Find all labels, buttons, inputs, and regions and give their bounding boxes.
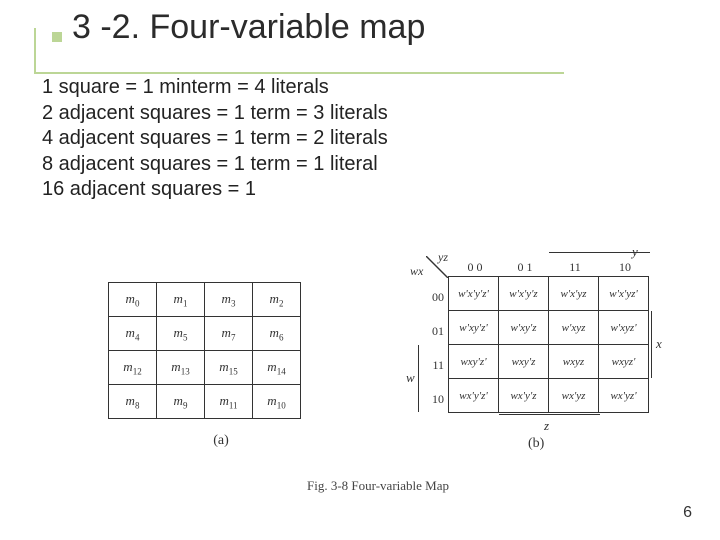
title-bullet-icon	[52, 32, 62, 42]
body-line-4: 8 adjacent squares = 1 term = 1 literal	[42, 152, 720, 178]
figure-a: m0 m1 m3 m2 m4m5m7m6 m12m13m15m14 m8m9m1…	[108, 282, 334, 449]
title-rule-vertical	[34, 28, 36, 72]
figb-row-vars: wx	[410, 264, 423, 279]
figb-row-header: 00	[426, 280, 444, 314]
figb-x-bracket	[651, 311, 652, 378]
kmap-a-cell: m3	[205, 283, 253, 317]
kmap-b-cell: w'x'y'z'	[449, 277, 499, 311]
kmap-b-cell: w'x'y'z	[499, 277, 549, 311]
slide-title: 3 -2. Four-variable map	[72, 8, 720, 47]
kmap-a-cell: m6	[253, 317, 301, 351]
kmap-b-cell: wx'y'z'	[449, 379, 499, 413]
kmap-a-cell: m9	[157, 385, 205, 419]
figb-row-header: 11	[426, 348, 444, 382]
figb-diagonal-icon	[426, 256, 448, 278]
kmap-a-cell: m4	[109, 317, 157, 351]
kmap-a-cell: m1	[157, 283, 205, 317]
title-area: 3 -2. Four-variable map	[0, 8, 720, 47]
figb-row-header: 01	[426, 314, 444, 348]
kmap-b-cell: w'xy'z	[499, 311, 549, 345]
title-rule-horizontal	[34, 72, 564, 74]
kmap-a-cell: m13	[157, 351, 205, 385]
figure-a-label: (a)	[108, 433, 334, 449]
kmap-b-cell: wxyz	[549, 345, 599, 379]
figb-bottom-var: z	[544, 418, 549, 434]
body-line-3: 4 adjacent squares = 1 term = 2 literals	[42, 126, 720, 152]
figb-z-bracket	[499, 414, 600, 415]
figb-col-headers: 0 00 11110	[450, 260, 650, 275]
figure-b-label: (b)	[528, 436, 544, 452]
figb-w-bracket	[418, 345, 419, 412]
kmap-a-cell: m2	[253, 283, 301, 317]
slide: 3 -2. Four-variable map 1 square = 1 min…	[0, 0, 720, 540]
figb-y-bracket	[549, 252, 650, 253]
figb-row-headers: 00 01 11 10	[426, 280, 444, 416]
body-line-1: 1 square = 1 minterm = 4 literals	[42, 75, 720, 101]
figb-col-header: 0 1	[500, 260, 550, 275]
kmap-a-cell: m0	[109, 283, 157, 317]
kmap-b-cell: wxyz'	[599, 345, 649, 379]
body-line-5: 16 adjacent squares = 1	[42, 177, 720, 203]
kmap-a-cell: m5	[157, 317, 205, 351]
kmap-b-cell: w'x'yz	[549, 277, 599, 311]
figb-col-header: 0 0	[450, 260, 500, 275]
kmap-a-table: m0 m1 m3 m2 m4m5m7m6 m12m13m15m14 m8m9m1…	[108, 282, 301, 419]
figb-col-header: 11	[550, 260, 600, 275]
kmap-b-cell: wxy'z'	[449, 345, 499, 379]
kmap-a-cell: m10	[253, 385, 301, 419]
kmap-a-cell: m12	[109, 351, 157, 385]
kmap-a-cell: m15	[205, 351, 253, 385]
kmap-b-cell: wx'yz'	[599, 379, 649, 413]
kmap-a-cell: m14	[253, 351, 301, 385]
kmap-a-cell: m8	[109, 385, 157, 419]
kmap-b-cell: wx'yz	[549, 379, 599, 413]
kmap-b-cell: wxy'z	[499, 345, 549, 379]
kmap-b-cell: w'xy'z'	[449, 311, 499, 345]
figb-col-header: 10	[600, 260, 650, 275]
kmap-b-cell: w'x'yz'	[599, 277, 649, 311]
kmap-b-table: w'x'y'z'w'x'y'zw'x'yzw'x'yz' w'xy'z'w'xy…	[448, 276, 649, 413]
kmap-b-cell: w'xyz'	[599, 311, 649, 345]
kmap-b-cell: w'xyz	[549, 311, 599, 345]
kmap-b-cell: wx'y'z	[499, 379, 549, 413]
body-text-block: 1 square = 1 minterm = 4 literals 2 adja…	[0, 75, 720, 203]
figure-caption: Fig. 3-8 Four-variable Map	[98, 478, 658, 494]
figb-right-var: x	[656, 336, 662, 352]
figb-left-var: w	[406, 370, 415, 386]
figb-row-header: 10	[426, 382, 444, 416]
body-line-2: 2 adjacent squares = 1 term = 3 literals	[42, 101, 720, 127]
page-number: 6	[683, 504, 692, 522]
kmap-a-cell: m11	[205, 385, 253, 419]
kmap-a-cell: m7	[205, 317, 253, 351]
